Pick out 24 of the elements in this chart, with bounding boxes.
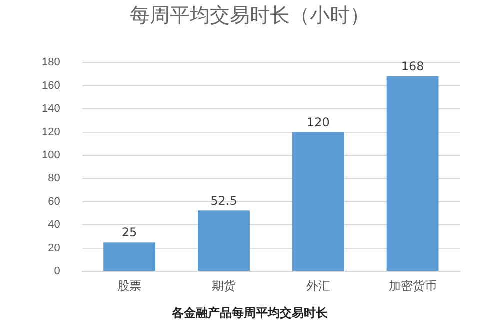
bar (386, 76, 439, 272)
y-tick-label: 180 (42, 56, 60, 69)
y-tick-label: 0 (54, 266, 60, 278)
data-label: 52.5 (210, 194, 238, 208)
y-tick-label: 40 (48, 219, 60, 232)
x-tick-label: 股票 (118, 279, 142, 294)
y-tick-label: 100 (42, 150, 60, 162)
x-tick-label: 期货 (212, 279, 236, 294)
y-tick-label: 60 (48, 196, 60, 208)
y-tick-label: 160 (42, 80, 60, 92)
data-label: 168 (401, 60, 424, 74)
data-label: 120 (306, 115, 330, 130)
chart-title: 每周平均交易时长（小时） (129, 2, 371, 29)
x-tick-label: 加密货币 (388, 279, 437, 294)
x-tick-label: 外汇 (306, 279, 330, 294)
y-tick-label: 120 (42, 126, 60, 138)
bar (292, 132, 344, 272)
y-tick-label: 140 (42, 103, 60, 116)
text: 各金融产品每周平均交易时长 (171, 305, 329, 322)
bar (104, 242, 156, 272)
y-tick-label: 80 (48, 172, 60, 185)
data-label: 25 (122, 226, 138, 240)
bar (198, 210, 250, 272)
y-tick-label: 20 (48, 242, 60, 254)
